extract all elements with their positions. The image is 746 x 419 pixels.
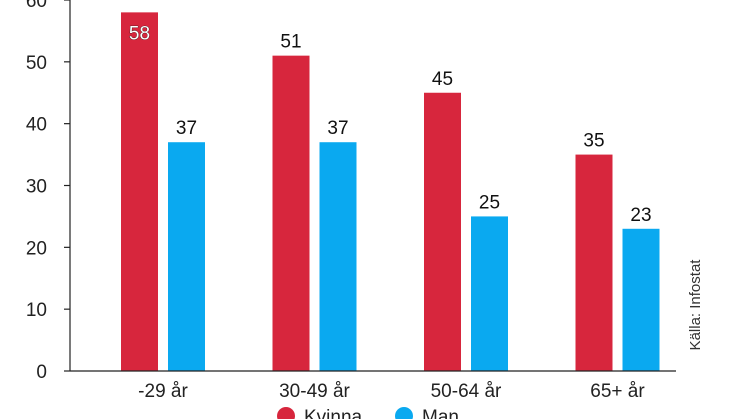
bar-man-1 bbox=[319, 142, 357, 371]
bar-kvinna-3 bbox=[575, 154, 613, 371]
bar-man-0 bbox=[168, 142, 205, 371]
bar-kvinna-1 bbox=[272, 55, 310, 372]
y-tick-label: 60 bbox=[26, 0, 47, 12]
bar-kvinna-2 bbox=[424, 92, 461, 371]
y-tick-label: 0 bbox=[36, 362, 47, 383]
data-label-man-0: 37 bbox=[176, 118, 197, 139]
data-label-man-1: 37 bbox=[327, 118, 348, 139]
data-label-kvinna-3: 35 bbox=[583, 131, 604, 152]
bar-man-2 bbox=[471, 216, 508, 371]
data-label-kvinna-0: 58 bbox=[129, 23, 150, 44]
legend-swatch-man bbox=[395, 407, 413, 419]
x-tick-label: -29 år bbox=[138, 381, 188, 402]
legend-label-man: Man bbox=[422, 407, 459, 419]
bar-kvinna-0 bbox=[121, 12, 158, 371]
y-tick-label: 30 bbox=[26, 177, 47, 198]
legend-label-kvinna: Kvinna bbox=[304, 407, 363, 419]
source-label: Källa: Infostat bbox=[687, 259, 704, 351]
x-tick-label: 30-49 år bbox=[279, 381, 350, 402]
y-axis: 0 10 20 30 40 50 60 bbox=[26, 0, 71, 383]
data-labels: 58 37 51 37 45 25 35 23 bbox=[129, 23, 652, 226]
bar-man-3 bbox=[622, 228, 660, 371]
x-tick-label: 65+ år bbox=[590, 381, 645, 402]
bars bbox=[121, 12, 660, 372]
legend: Kvinna Man bbox=[277, 407, 459, 419]
y-tick-label: 10 bbox=[26, 300, 47, 321]
data-label-kvinna-1: 51 bbox=[280, 32, 301, 53]
y-tick-label: 20 bbox=[26, 238, 47, 259]
data-label-kvinna-2: 45 bbox=[432, 69, 453, 90]
x-tick-label: 50-64 år bbox=[431, 381, 502, 402]
x-axis: -29 år 30-49 år 50-64 år 65+ år bbox=[70, 370, 676, 402]
y-tick-label: 50 bbox=[26, 53, 47, 74]
legend-swatch-kvinna bbox=[277, 407, 295, 419]
data-label-man-3: 23 bbox=[630, 205, 651, 226]
data-label-man-2: 25 bbox=[479, 192, 500, 213]
y-tick-label: 40 bbox=[26, 115, 47, 136]
